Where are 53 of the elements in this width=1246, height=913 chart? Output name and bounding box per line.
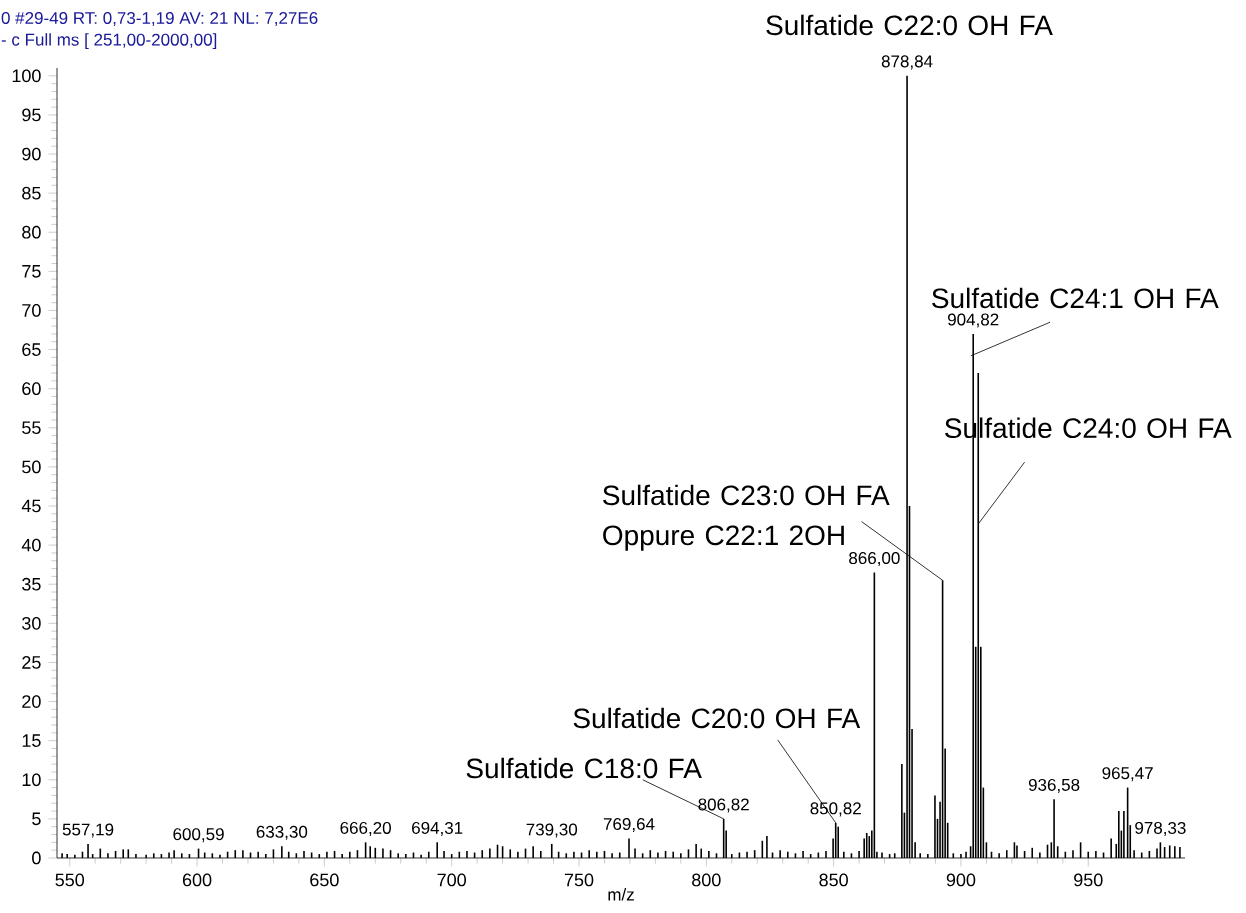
y-tick-label: 35 <box>22 577 41 591</box>
x-tick-label: 900 <box>946 873 976 887</box>
y-tick-label: 100 <box>12 69 41 83</box>
annotation: 600,59 <box>173 828 224 843</box>
annotation: 878,84 <box>881 55 933 70</box>
y-tick-label: 45 <box>21 499 41 513</box>
annotation: 806,82 <box>698 798 749 813</box>
y-tick-label: 55 <box>22 421 41 435</box>
annotation: 694,31 <box>412 821 463 836</box>
annotation: Sulfatide C22:0 OH FA <box>766 14 1053 36</box>
text: - c Full ms [ 251,00-2000,00] <box>1 33 217 50</box>
x-tick-label: 800 <box>692 873 721 887</box>
x-tick-label: 550 <box>55 873 85 887</box>
y-tick-label: 10 <box>22 773 41 787</box>
annotation: 850,82 <box>810 802 861 817</box>
annotation: Sulfatide C20:0 OH FA <box>573 707 861 729</box>
annotation: 769,64 <box>603 818 655 833</box>
annotation: 965,47 <box>1102 767 1153 782</box>
y-tick-label: 20 <box>22 695 41 708</box>
x-tick-label: 600 <box>182 873 212 887</box>
y-tick-label: 25 <box>22 656 41 669</box>
x-tick-label: 750 <box>564 873 594 887</box>
annotation: 866,00 <box>849 552 900 567</box>
annotation: 904,82 <box>948 313 999 328</box>
y-tick-label: 60 <box>22 382 41 396</box>
y-tick-label: 95 <box>22 108 41 122</box>
x-tick-label: 700 <box>437 873 466 887</box>
y-tick-label: 65 <box>22 343 41 356</box>
annotation: 633,30 <box>256 825 308 840</box>
y-tick-label: 85 <box>22 186 41 200</box>
annotation: 936,58 <box>1028 778 1080 793</box>
y-tick-label: 50 <box>22 460 41 474</box>
annotation: 666,20 <box>340 821 391 836</box>
annotation: 739,30 <box>526 823 578 838</box>
y-tick-label: 30 <box>22 616 41 630</box>
y-tick-label: 40 <box>21 538 41 552</box>
x-tick-label: 850 <box>819 873 848 887</box>
text: 0 #29-49 RT: 0,73-1,19 AV: 21 NL: 7,27E6 <box>1 11 318 27</box>
y-tick-label: 5 <box>32 812 41 826</box>
x-tick-label: 650 <box>310 873 339 887</box>
annotation: Sulfatide C24:1 OH FA <box>932 287 1219 309</box>
y-tick-label: 80 <box>22 225 41 239</box>
x-axis-title: m/z <box>608 888 634 901</box>
y-tick-label: 15 <box>22 734 41 747</box>
y-tick-label: 90 <box>22 147 41 161</box>
annotation: 557,19 <box>62 823 114 838</box>
annotation: 978,33 <box>1135 821 1186 836</box>
y-tick-label: 75 <box>22 265 41 278</box>
annotation: Sulfatide C18:0 FA <box>466 757 702 779</box>
y-tick-label: 0 <box>32 851 41 865</box>
x-tick-label: 950 <box>1074 873 1103 887</box>
y-tick-label: 70 <box>22 304 41 317</box>
annotation: Sulfatide C23:0 OH FA Oppure C22:1 2OH <box>603 484 890 551</box>
